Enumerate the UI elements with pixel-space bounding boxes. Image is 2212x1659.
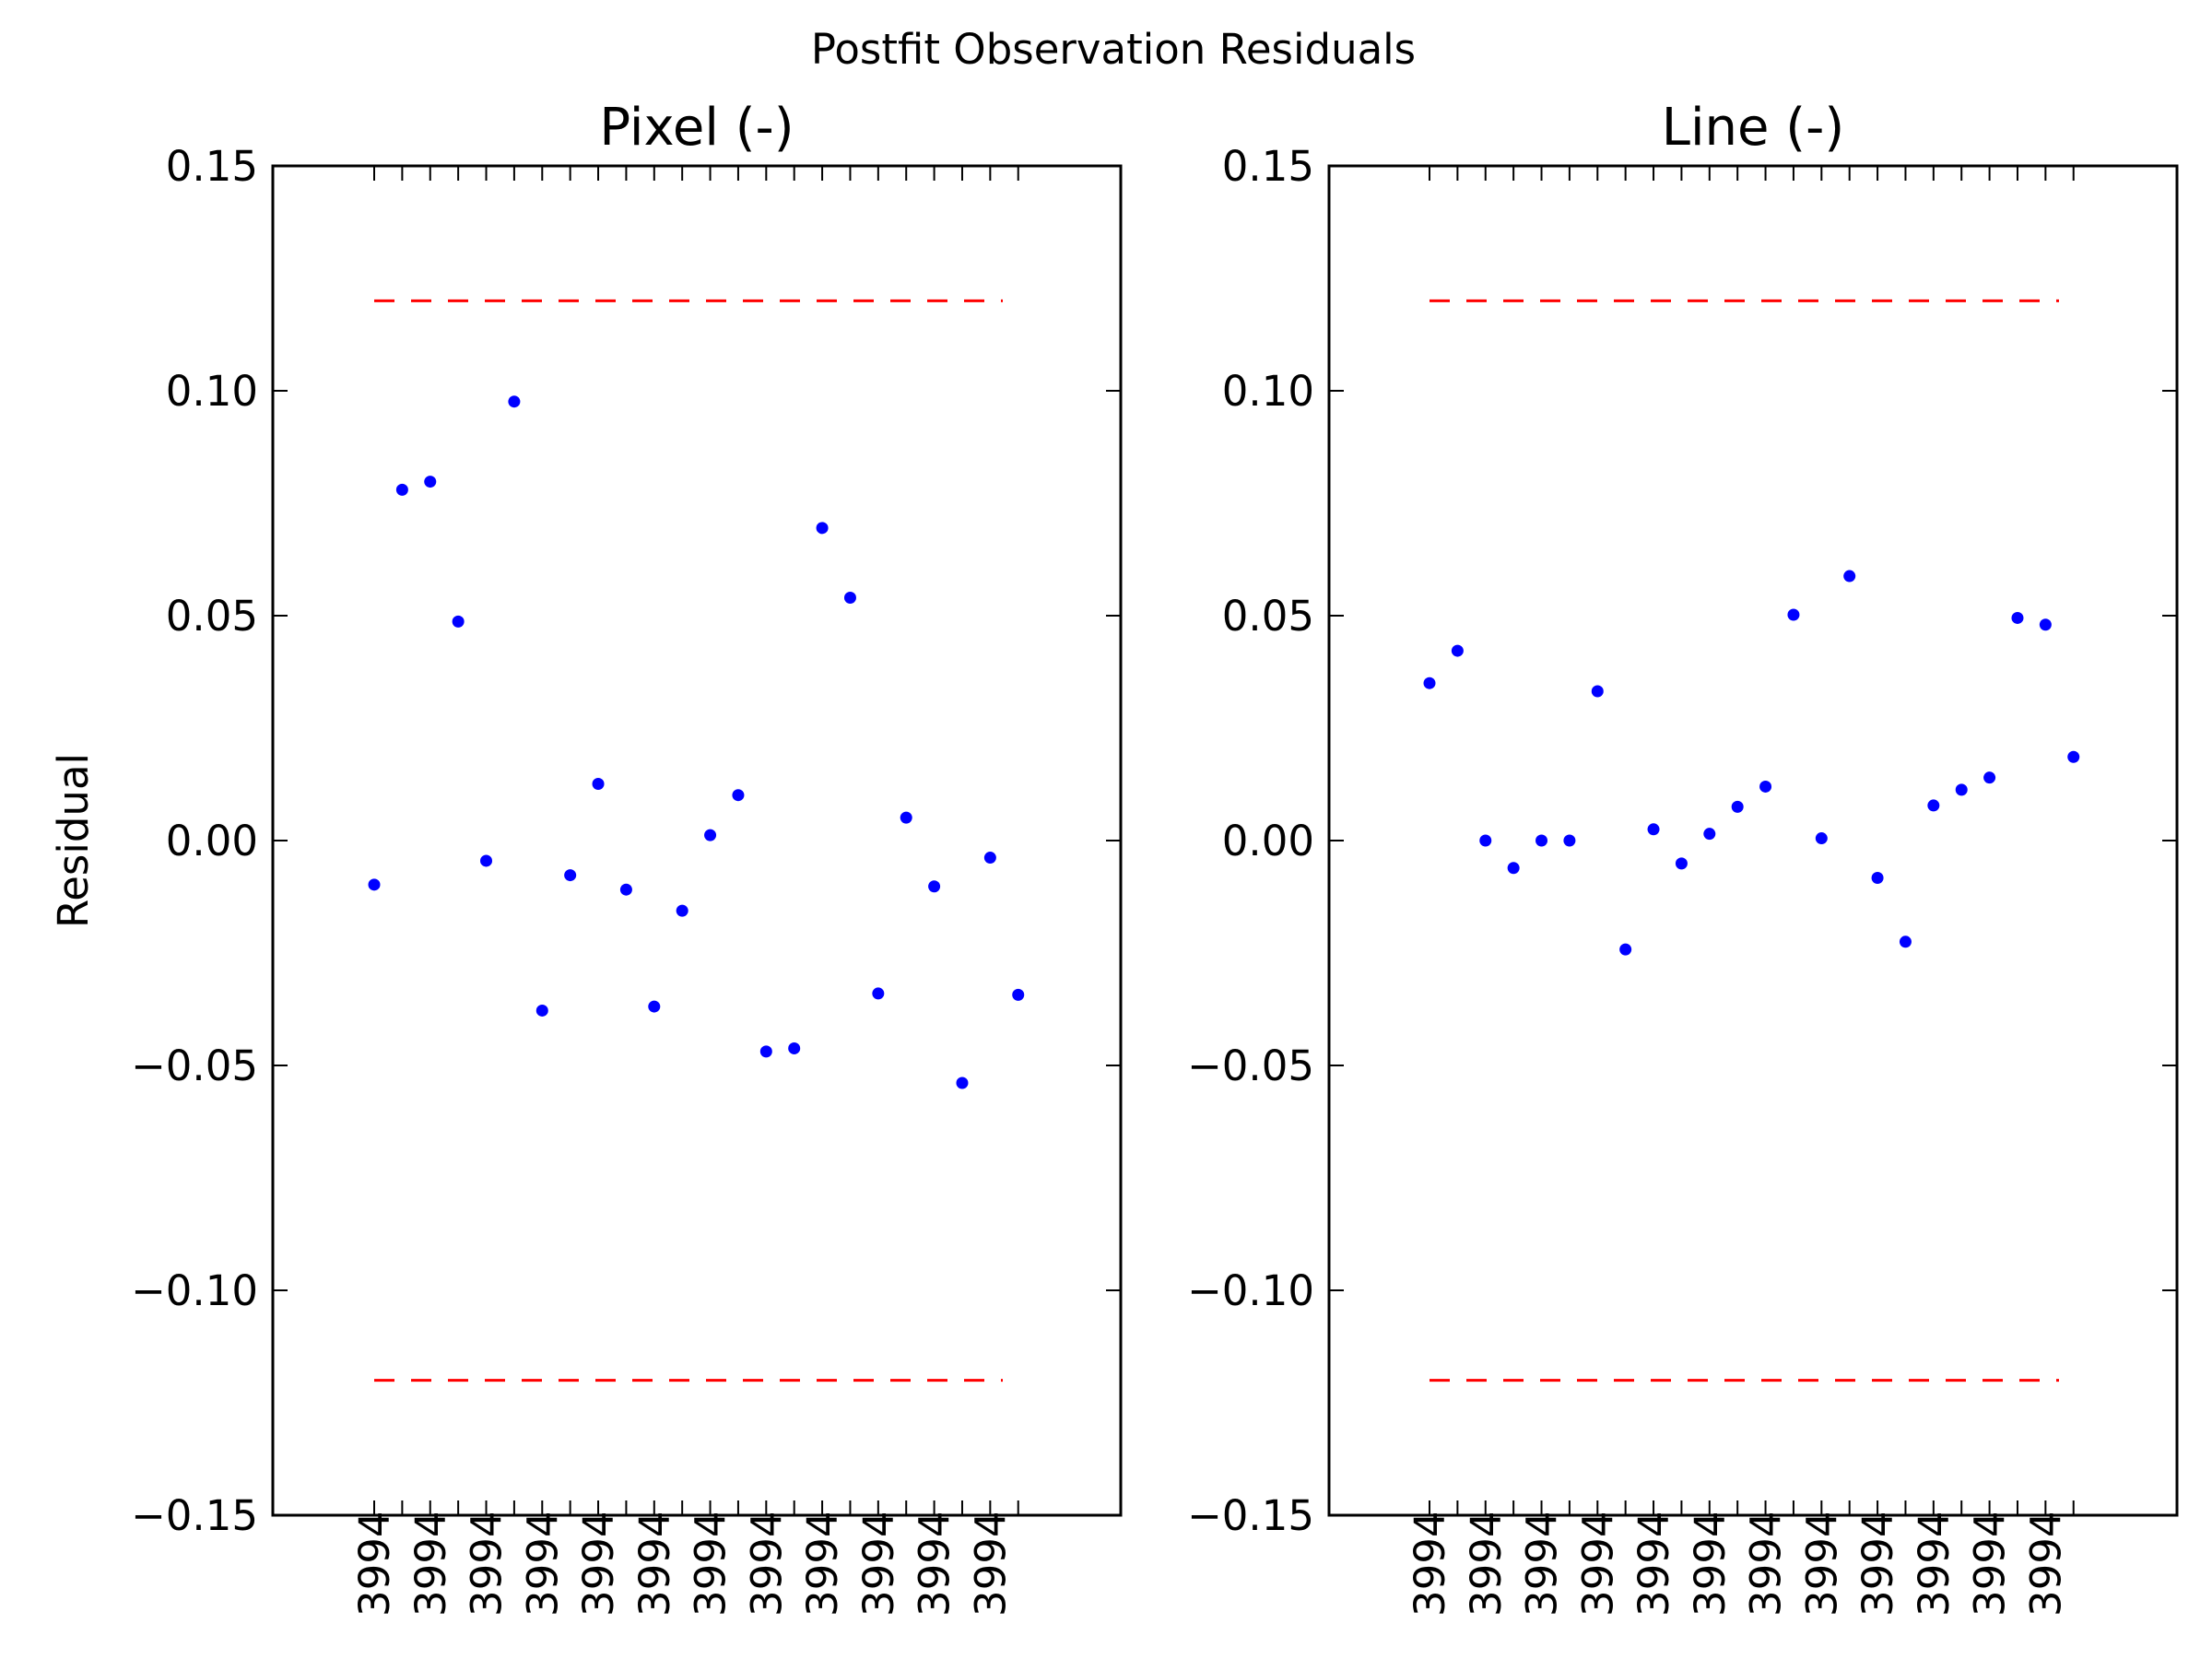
- y-tick-label: 0.00: [166, 817, 258, 865]
- y-tick-label: 0.15: [1222, 142, 1314, 191]
- y-tick-label: −0.10: [131, 1266, 258, 1315]
- data-point: [983, 852, 996, 865]
- data-point: [452, 615, 465, 628]
- data-point: [2067, 750, 2080, 763]
- data-point: [1675, 857, 1688, 870]
- x-tick-label: 3994: [1462, 1511, 1511, 1617]
- data-point: [1899, 935, 1912, 948]
- pixel-residual-panel: Pixel (-) Residual 0.15 0.10 0.05 0.00 −0.05 −0…: [49, 98, 1123, 1617]
- data-point: [928, 880, 941, 893]
- x-tick-label: 3994: [1910, 1511, 1959, 1617]
- x-tick-label: 3994: [1573, 1511, 1622, 1617]
- data-point: [368, 878, 381, 891]
- data-point: [1012, 988, 1025, 1001]
- data-point: [704, 829, 717, 841]
- x-tick-label: 3994: [966, 1511, 1015, 1617]
- x-tick-label: 3994: [2021, 1511, 2070, 1617]
- data-point: [1843, 570, 1856, 582]
- data-point: [1451, 644, 1464, 657]
- data-point: [843, 591, 856, 604]
- x-tick-label: 3994: [1742, 1511, 1791, 1617]
- x-tick-label: 3994: [742, 1511, 791, 1617]
- data-point: [732, 789, 745, 802]
- data-point: [1535, 834, 1548, 847]
- data-point: [1955, 783, 1968, 796]
- y-tick-label: −0.15: [131, 1491, 258, 1540]
- x-tick-label: 3994: [1853, 1511, 1902, 1617]
- plot-frame: [1327, 164, 2179, 1517]
- x-tick-label: 3994: [406, 1511, 455, 1617]
- data-point: [676, 904, 688, 917]
- data-point: [424, 476, 437, 488]
- x-tick-label: 3994: [911, 1511, 959, 1617]
- x-tick-label: 3994: [574, 1511, 623, 1617]
- y-tick-label: −0.05: [131, 1041, 258, 1090]
- data-point: [2039, 618, 2052, 631]
- x-tick-label: 3994: [798, 1511, 847, 1617]
- data-point: [619, 883, 632, 896]
- x-tick-label: 3994: [463, 1511, 512, 1617]
- y-tick-label: 0.05: [166, 592, 258, 641]
- data-point: [1927, 799, 1940, 812]
- x-tick-label: 3994: [1686, 1511, 1735, 1617]
- data-point: [900, 811, 912, 824]
- data-point: [395, 483, 408, 496]
- y-tick-label: −0.15: [1187, 1491, 1314, 1540]
- plot-frame: [271, 164, 1123, 1517]
- data-point: [1563, 834, 1576, 847]
- data-point: [1731, 800, 1744, 813]
- y-tick-label: 0.00: [1222, 817, 1314, 865]
- x-tick-label: 3994: [1406, 1511, 1454, 1617]
- data-point: [1759, 780, 1772, 793]
- data-point: [1983, 771, 1996, 784]
- data-point: [564, 869, 577, 882]
- figure-title: Postfit Observation Residuals: [811, 25, 1416, 74]
- data-point: [816, 522, 829, 535]
- y-tick-label: 0.15: [166, 142, 258, 191]
- data-point: [759, 1045, 772, 1058]
- data-point: [1647, 823, 1660, 836]
- y-tick-label: 0.10: [1222, 367, 1314, 416]
- data-point: [1479, 834, 1492, 847]
- panel-title: Line (-): [1662, 98, 1844, 158]
- data-point: [956, 1077, 969, 1089]
- data-point: [1591, 685, 1604, 698]
- data-point: [1871, 872, 1884, 885]
- y-tick-label: −0.10: [1187, 1266, 1314, 1315]
- data-point: [1815, 832, 1828, 845]
- data-point: [535, 1004, 548, 1017]
- y-tick-label: −0.05: [1187, 1041, 1314, 1090]
- panel-title: Pixel (-): [599, 98, 794, 158]
- data-point: [1507, 862, 1520, 875]
- data-point: [480, 854, 493, 867]
- data-point: [1787, 608, 1800, 621]
- data-point: [872, 987, 885, 1000]
- data-point: [1703, 828, 1716, 841]
- data-point: [788, 1041, 801, 1054]
- x-tick-label: 3994: [687, 1511, 735, 1617]
- x-tick-label: 3994: [518, 1511, 567, 1617]
- data-point: [1619, 943, 1632, 956]
- data-point: [508, 395, 521, 408]
- data-point: [648, 1000, 661, 1013]
- x-tick-label: 3994: [350, 1511, 399, 1617]
- x-tick-label: 3994: [1797, 1511, 1846, 1617]
- data-point: [592, 778, 605, 791]
- x-tick-label: 3994: [630, 1511, 679, 1617]
- line-residual-panel: Line (-) 0.15 0.10 0.05 0.00 −0.05 −0.10 −0.15 3…: [1187, 98, 2179, 1617]
- y-tick-label: 0.05: [1222, 592, 1314, 641]
- x-tick-label: 3994: [1630, 1511, 1678, 1617]
- data-point: [1423, 677, 1436, 689]
- x-tick-label: 3994: [854, 1511, 903, 1617]
- x-tick-label: 3994: [1966, 1511, 2015, 1617]
- data-point: [2011, 611, 2024, 624]
- y-axis-label: Residual: [49, 753, 98, 928]
- x-tick-label: 3994: [1518, 1511, 1567, 1617]
- y-tick-label: 0.10: [166, 367, 258, 416]
